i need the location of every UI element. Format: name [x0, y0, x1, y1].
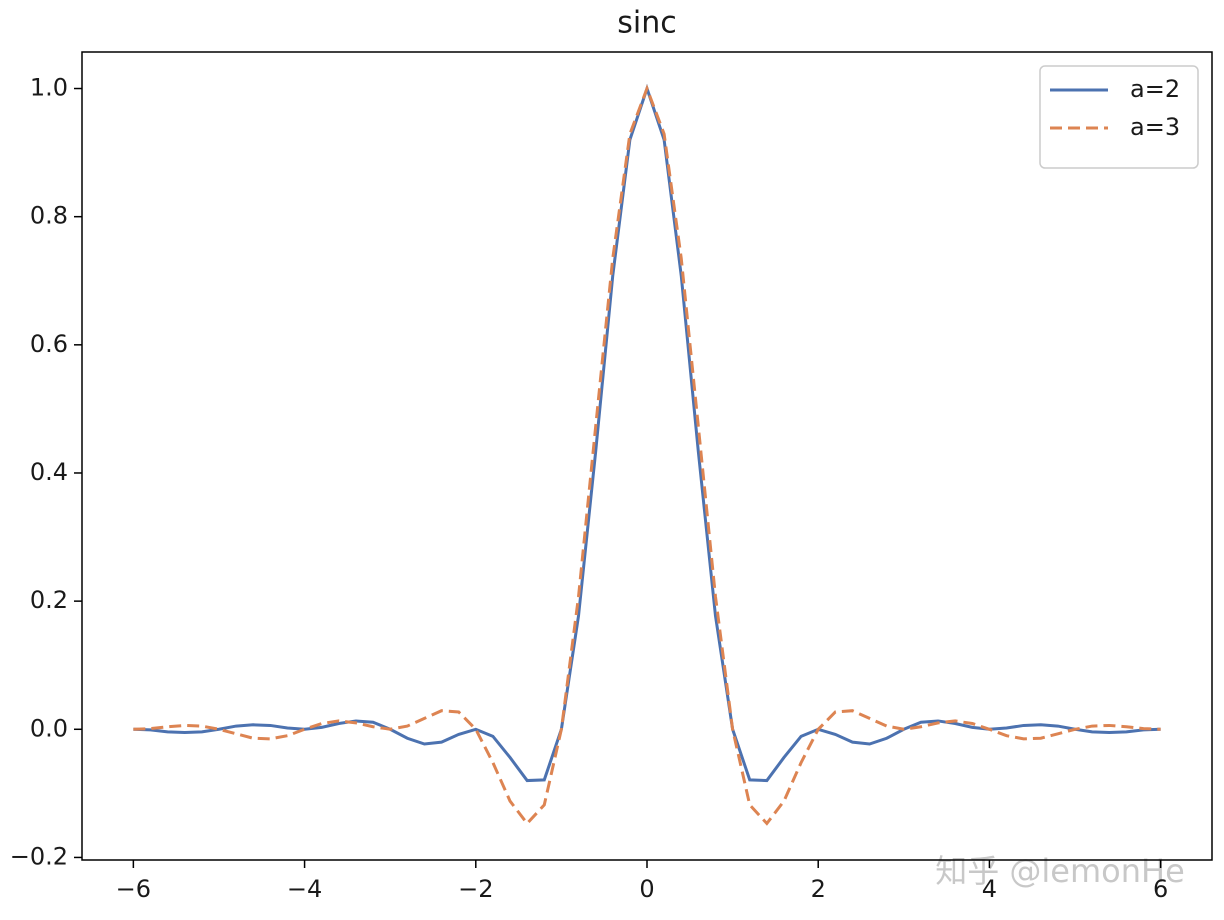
- chart-title: sinc: [617, 6, 676, 41]
- y-tick-label: 0.6: [30, 330, 68, 358]
- y-tick-label: 0.8: [30, 202, 68, 230]
- y-tick-label: 0.0: [30, 714, 68, 742]
- legend-label: a=2: [1130, 75, 1180, 103]
- x-tick-label: 2: [811, 875, 826, 903]
- x-tick-label: −4: [287, 875, 322, 903]
- x-tick-label: −6: [116, 875, 151, 903]
- plot-frame: [81, 51, 1213, 861]
- x-tick-label: 6: [1153, 875, 1168, 903]
- y-tick-label: −0.2: [10, 842, 68, 870]
- y-tick-label: 1.0: [30, 74, 68, 102]
- y-tick-label: 0.2: [30, 586, 68, 614]
- x-tick-label: 4: [982, 875, 997, 903]
- x-tick-label: 0: [639, 875, 654, 903]
- watermark: 知乎 @lemonHe: [935, 852, 1185, 890]
- x-tick-label: −2: [458, 875, 493, 903]
- y-tick-label: 0.4: [30, 458, 68, 486]
- data-line: [133, 84, 1161, 826]
- legend-label: a=3: [1130, 113, 1180, 141]
